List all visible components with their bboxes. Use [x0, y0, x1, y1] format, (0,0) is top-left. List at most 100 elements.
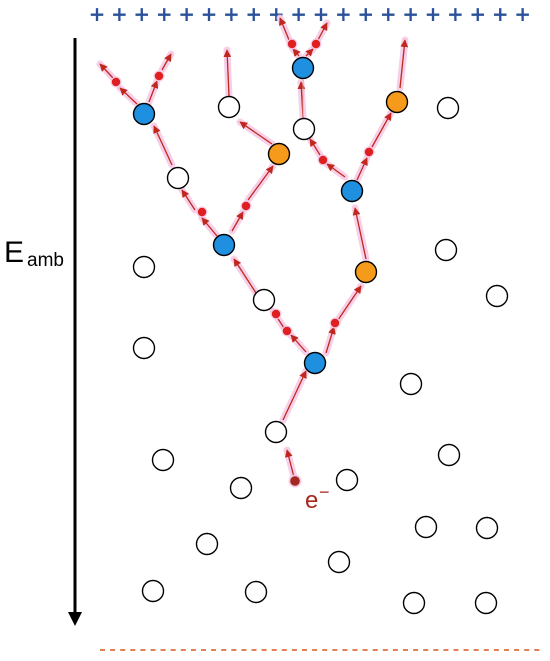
neutral-atom — [485, 284, 509, 308]
plus-sign: + — [201, 2, 218, 26]
field-label: E amb — [4, 236, 64, 271]
electron-path-arrow — [309, 138, 321, 156]
electron-path-arrow — [161, 53, 172, 71]
neutral-atom — [327, 550, 351, 574]
plus-sign: + — [425, 2, 442, 26]
plus-sign: + — [380, 2, 397, 26]
neutral-atom — [474, 591, 498, 615]
free-electron — [364, 147, 374, 157]
electron-path-arrow — [119, 87, 138, 105]
electron-path-layer — [99, 17, 409, 482]
positive-ion-orange — [267, 142, 291, 166]
neutral-atom — [414, 515, 438, 539]
field-label-main: E — [4, 236, 24, 269]
plus-sign: + — [89, 2, 106, 26]
neutral-atom — [229, 476, 253, 500]
free-electron — [311, 39, 321, 49]
seed-electron-symbol: e — [305, 487, 318, 514]
electron-path-arrow — [99, 63, 114, 79]
neutral-atom — [195, 532, 219, 556]
electron-path-arrow — [292, 48, 301, 57]
plus-sign: + — [402, 2, 419, 26]
positive-electrode: + + + + + + + + + + + + + + + + + + + + — [89, 2, 531, 26]
free-electron — [111, 77, 121, 87]
neutral-atom — [264, 420, 288, 444]
electron-path-arrow — [399, 39, 409, 89]
positive-ion-blue — [212, 233, 236, 257]
free-electron — [330, 318, 340, 328]
electron-path-arrow — [325, 326, 336, 354]
neutral-atom — [292, 117, 316, 141]
positive-ion-blue — [291, 56, 315, 80]
plus-sign: + — [313, 2, 330, 26]
neutral-atom-layer — [132, 95, 509, 615]
free-electron — [282, 326, 292, 336]
neutral-atom — [399, 372, 423, 396]
neutral-atom — [434, 238, 458, 262]
neutral-atom — [335, 468, 359, 492]
electron-path-arrow — [231, 211, 244, 232]
neutral-atom — [166, 166, 190, 190]
free-electron — [154, 71, 164, 81]
plus-sign: + — [178, 2, 195, 26]
electron-path-arrow — [356, 157, 368, 181]
plus-sign: + — [447, 2, 464, 26]
electron-path-arrow — [223, 49, 232, 97]
electron-path-arrow — [279, 17, 290, 41]
electron-path-arrow — [305, 48, 314, 57]
ion-layer — [132, 56, 409, 375]
free-electron — [287, 39, 297, 49]
plus-sign: + — [514, 2, 531, 26]
plus-sign: + — [133, 2, 150, 26]
electron-path-arrow — [153, 125, 173, 166]
plus-sign: + — [156, 2, 173, 26]
electron-path-arrow — [282, 370, 307, 421]
electron-path-arrow — [181, 189, 196, 211]
positive-ion-blue — [340, 179, 364, 203]
seed-electron-charge: − — [319, 482, 330, 502]
electron-path-arrow — [371, 112, 392, 148]
plus-sign: + — [469, 2, 486, 26]
positive-ion-orange — [385, 90, 409, 114]
electron-path-arrow — [233, 258, 257, 294]
neutral-atom — [252, 288, 276, 312]
positive-ion-blue — [132, 102, 156, 126]
neutral-atom — [437, 443, 461, 467]
electron-path-arrow — [247, 165, 274, 201]
neutral-atom — [141, 579, 165, 603]
electron-layer — [110, 38, 375, 488]
neutral-atom — [244, 580, 268, 604]
field-arrowhead — [68, 612, 82, 626]
electron-path-arrow — [326, 163, 346, 178]
neutral-atom — [132, 336, 156, 360]
free-electron — [318, 155, 328, 165]
plus-sign: + — [290, 2, 307, 26]
electron-path-arrow — [201, 217, 218, 237]
neutral-atom — [151, 448, 175, 472]
positive-ion-orange — [354, 260, 378, 284]
neutral-atom — [436, 96, 460, 120]
electron-glow-layer — [96, 14, 409, 485]
plus-sign: + — [111, 2, 128, 26]
neutral-atom — [132, 255, 156, 279]
plus-sign: + — [335, 2, 352, 26]
seed-electron-label: e − — [305, 482, 330, 514]
free-electron — [197, 207, 207, 217]
free-electron — [241, 201, 251, 211]
neutral-atom — [475, 516, 499, 540]
free-electron — [271, 309, 281, 319]
electron-path-arrow — [290, 334, 307, 353]
neutral-atom — [402, 591, 426, 615]
field-label-subscript: amb — [27, 250, 64, 271]
electron-path-arrow — [337, 285, 362, 321]
neutral-atom — [217, 95, 241, 119]
plus-sign: + — [223, 2, 240, 26]
electron-path-arrow — [317, 22, 328, 41]
electron-path-arrow — [352, 207, 367, 260]
electron-path-arrow — [239, 121, 273, 145]
positive-ion-blue — [303, 351, 327, 375]
ambient-field-arrow — [68, 38, 82, 626]
seed-electron — [290, 476, 300, 486]
